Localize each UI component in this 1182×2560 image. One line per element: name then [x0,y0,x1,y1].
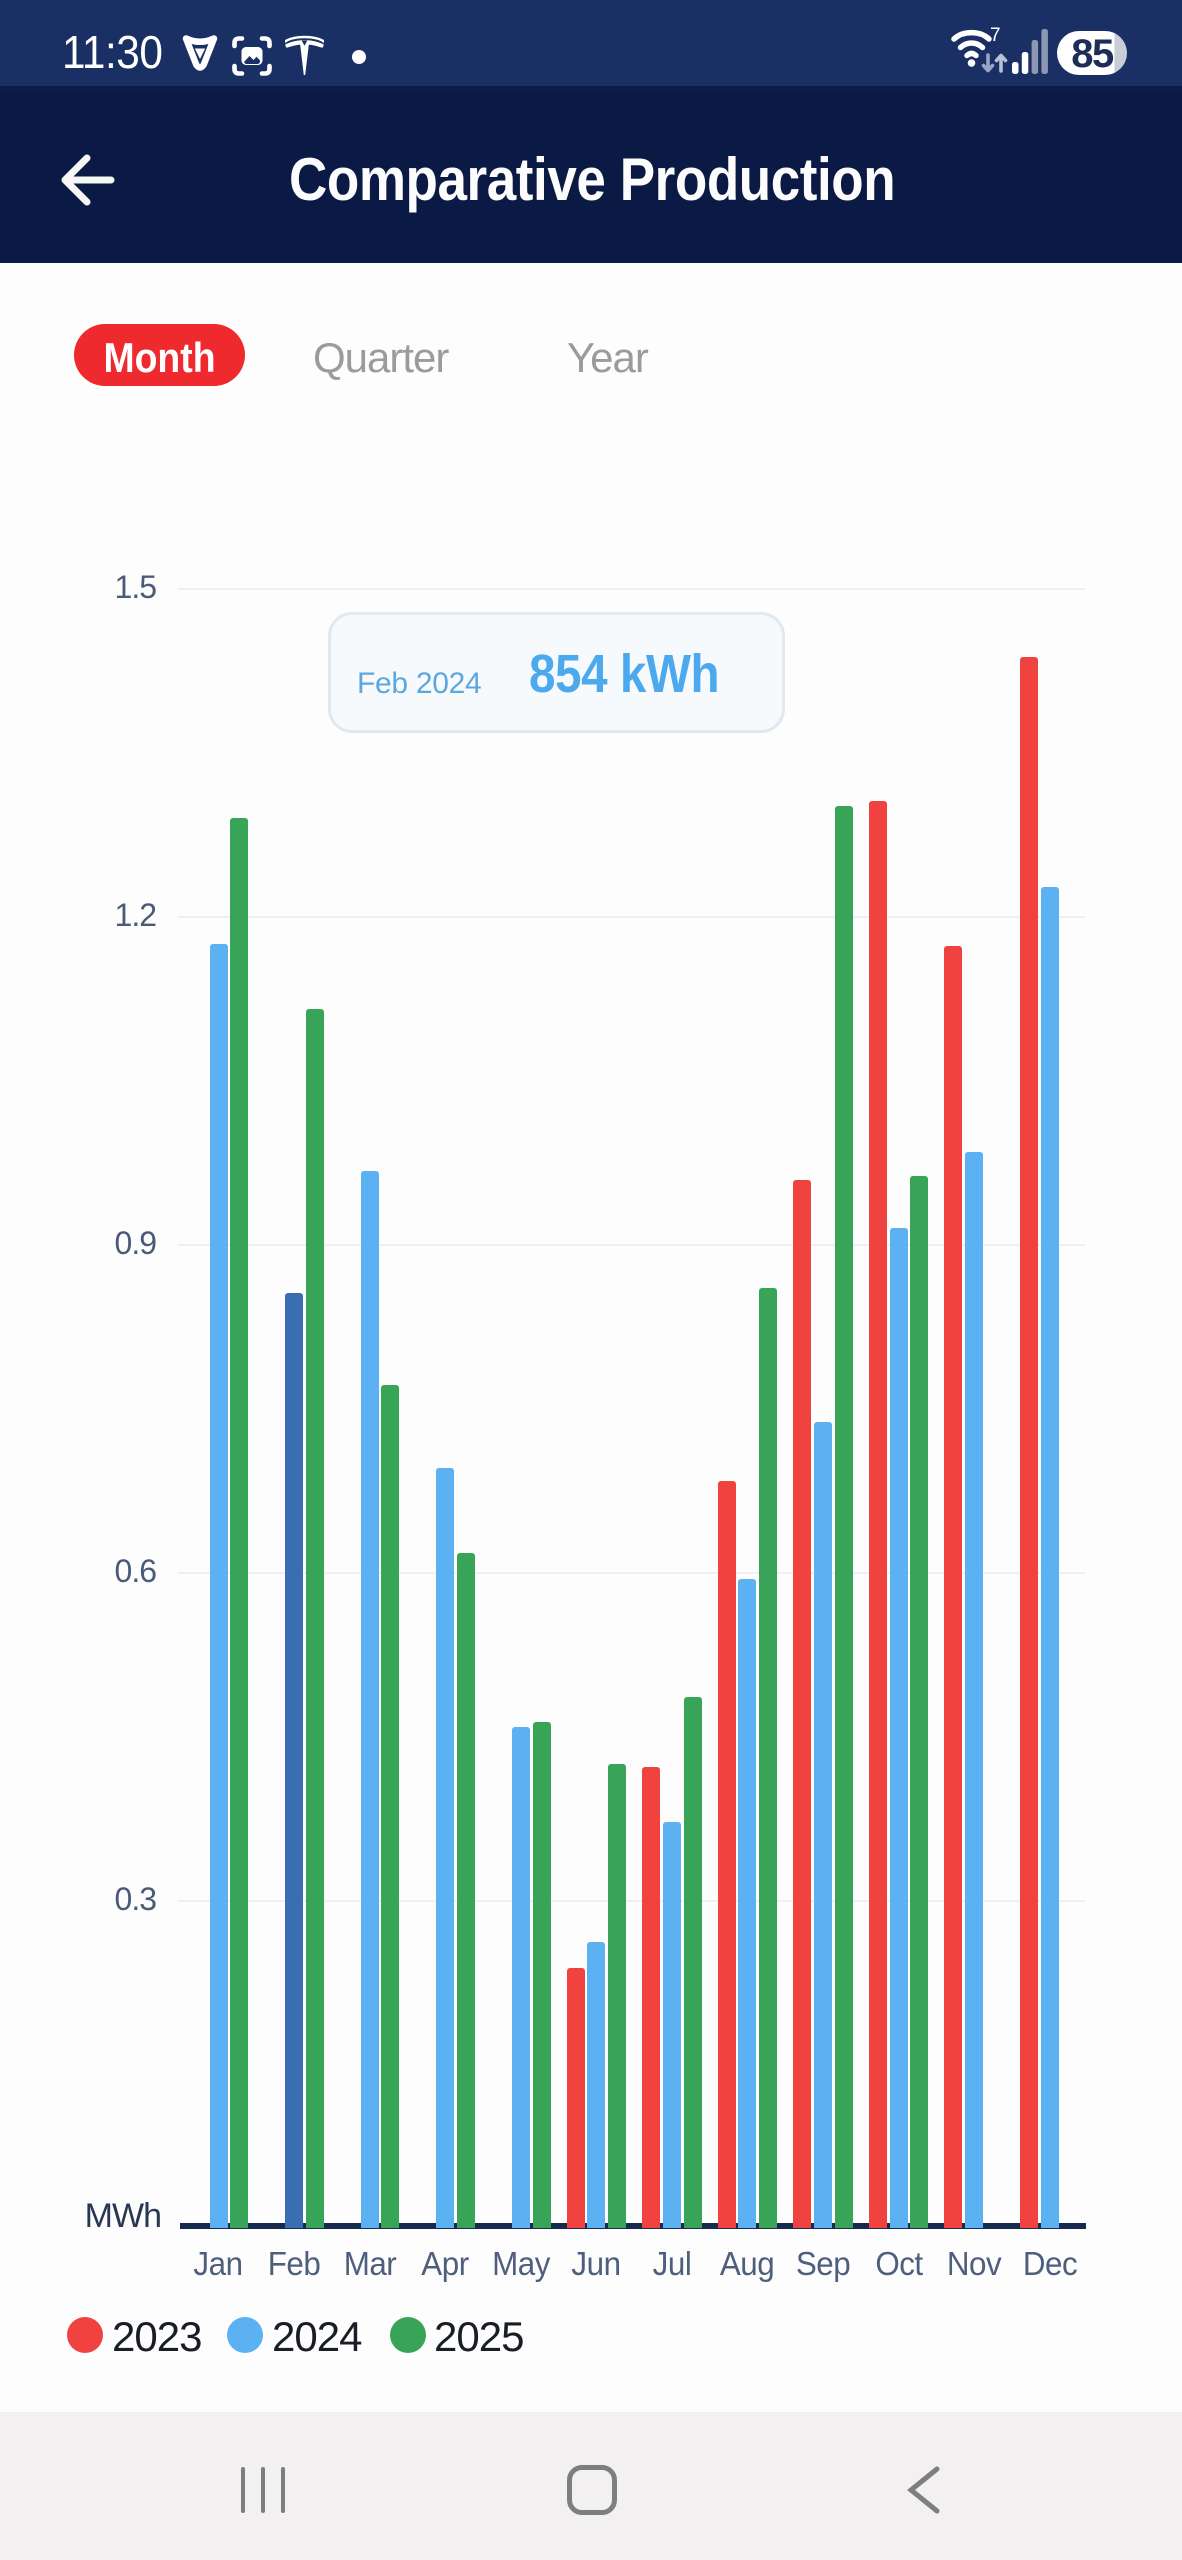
svg-text:7: 7 [990,25,1001,46]
